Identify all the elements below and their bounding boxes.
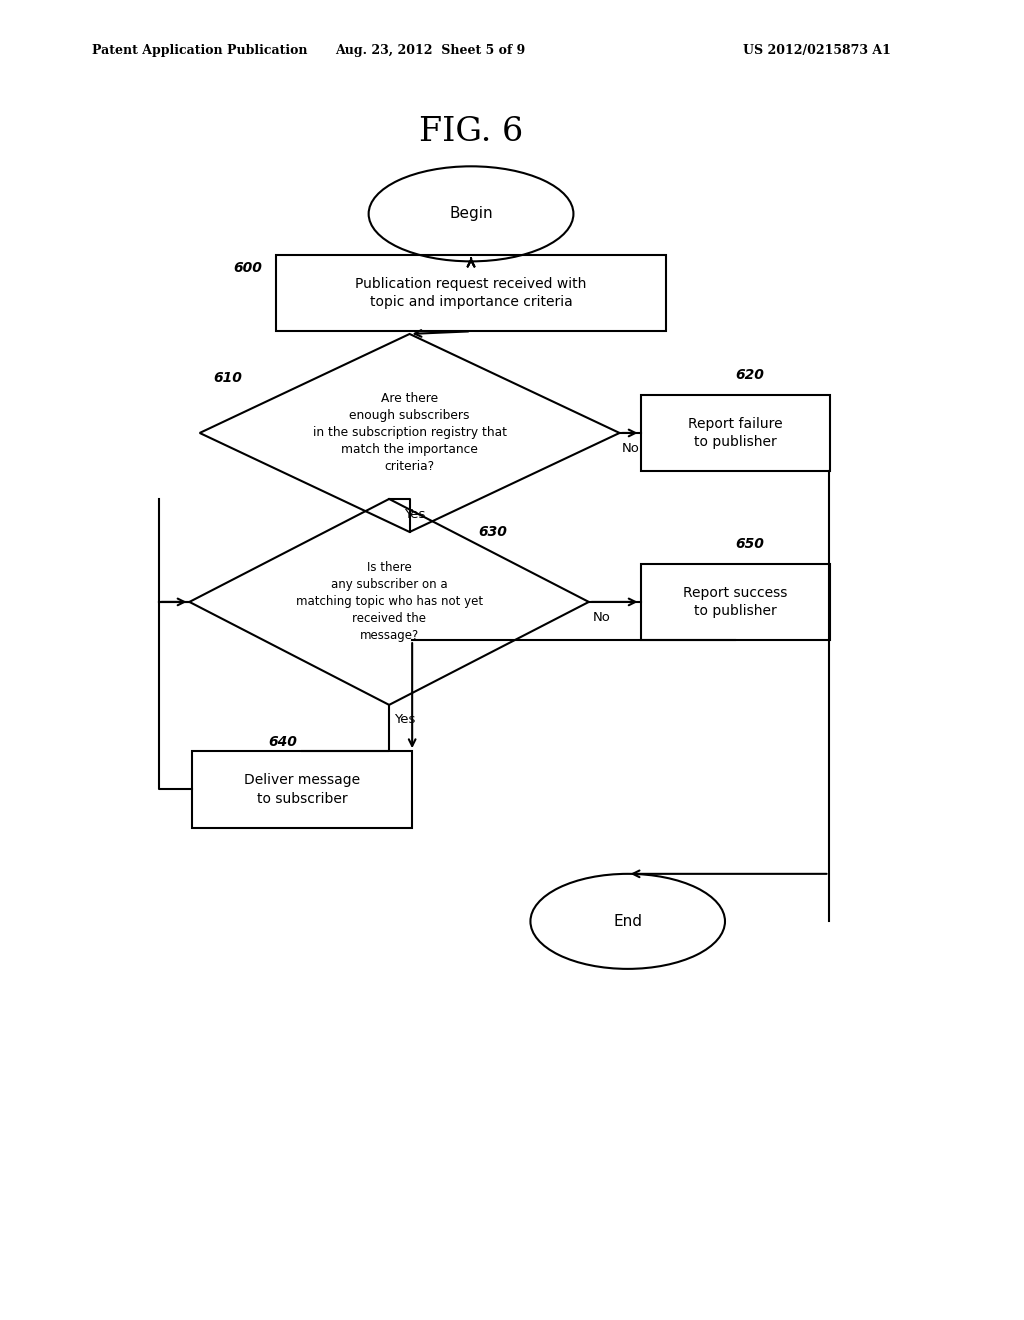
Bar bbox=[276, 255, 666, 331]
Text: No: No bbox=[593, 611, 611, 624]
Text: 630: 630 bbox=[478, 525, 507, 539]
Text: Yes: Yes bbox=[394, 713, 415, 726]
Text: Yes: Yes bbox=[404, 508, 425, 521]
Text: FIG. 6: FIG. 6 bbox=[419, 116, 523, 148]
Text: End: End bbox=[613, 913, 642, 929]
Text: No: No bbox=[622, 442, 640, 455]
Text: 600: 600 bbox=[233, 261, 262, 275]
Bar bbox=[641, 564, 829, 640]
Text: Patent Application Publication: Patent Application Publication bbox=[92, 44, 307, 57]
Text: Are there
enough subscribers
in the subscription registry that
match the importa: Are there enough subscribers in the subs… bbox=[312, 392, 507, 474]
Bar bbox=[641, 395, 829, 471]
Text: Is there
any subscriber on a
matching topic who has not yet
received the
message: Is there any subscriber on a matching to… bbox=[296, 561, 482, 643]
Text: 640: 640 bbox=[268, 735, 297, 748]
Text: 650: 650 bbox=[735, 537, 764, 550]
Text: Aug. 23, 2012  Sheet 5 of 9: Aug. 23, 2012 Sheet 5 of 9 bbox=[335, 44, 525, 57]
Text: Report failure
to publisher: Report failure to publisher bbox=[688, 417, 782, 449]
Text: Begin: Begin bbox=[450, 206, 493, 222]
Text: 620: 620 bbox=[735, 368, 764, 381]
Text: Report success
to publisher: Report success to publisher bbox=[683, 586, 787, 618]
Text: 610: 610 bbox=[213, 371, 242, 384]
Text: US 2012/0215873 A1: US 2012/0215873 A1 bbox=[743, 44, 891, 57]
Text: Deliver message
to subscriber: Deliver message to subscriber bbox=[244, 774, 360, 805]
Text: Publication request received with
topic and importance criteria: Publication request received with topic … bbox=[355, 277, 587, 309]
Bar bbox=[193, 751, 412, 828]
